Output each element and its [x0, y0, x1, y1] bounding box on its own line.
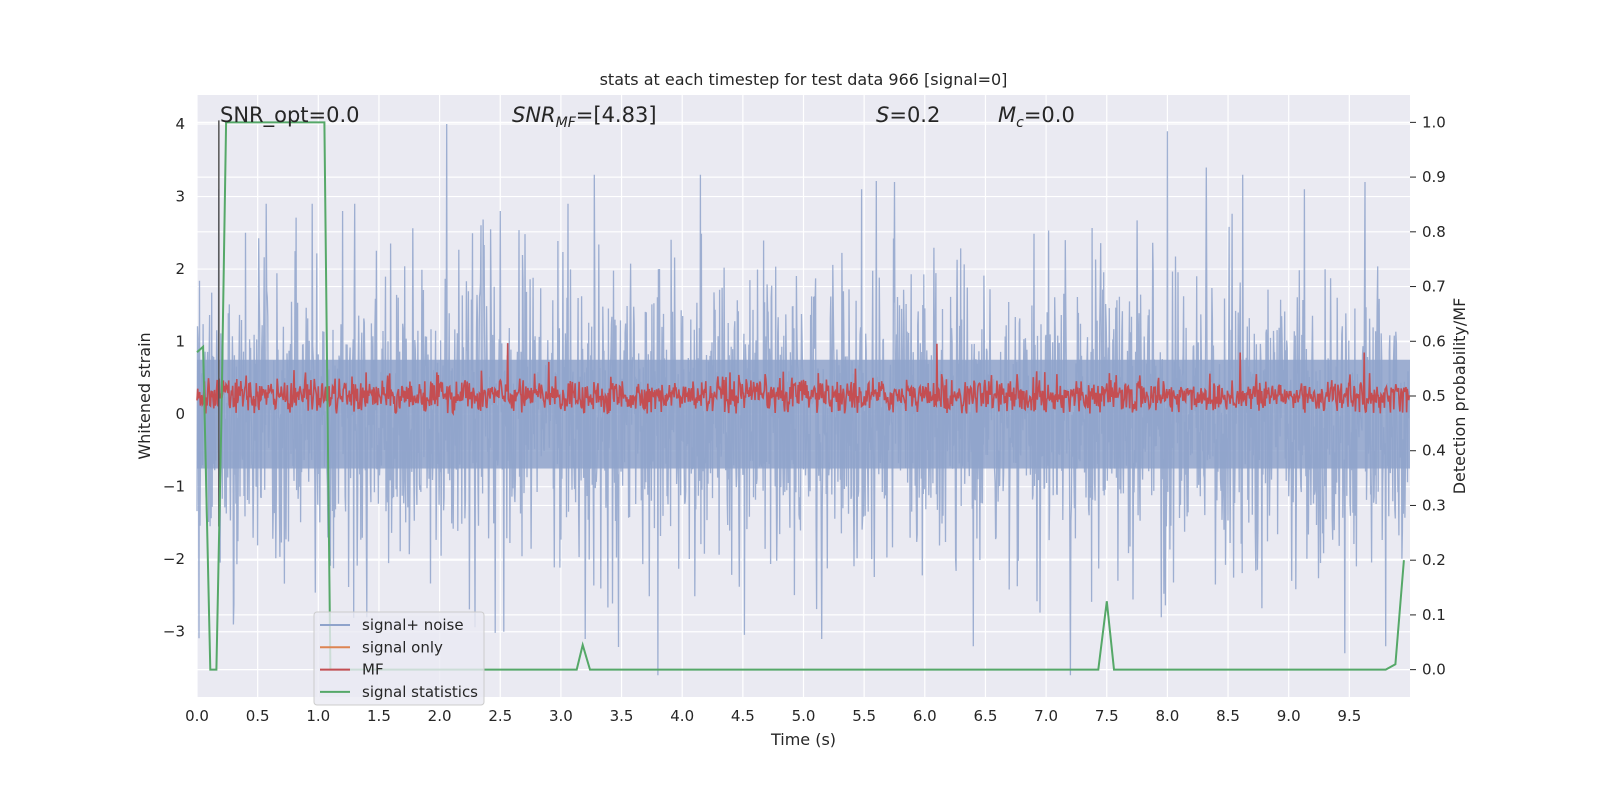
y-axis-right-ticks: 1.0 0.9 0.8 0.7 0.6 0.5 0.4 0.3 0.2 0.1 0.0: [1410, 113, 1446, 679]
y-left-tick-label: −2: [163, 550, 185, 568]
signal-statistics-series: [196, 121, 1405, 671]
y-right-tick-label: 0.0: [1422, 661, 1446, 679]
snr-mf-subscript: MF: [556, 115, 577, 131]
y-left-tick-label: 3: [175, 188, 185, 206]
y-left-tick-label: 1: [175, 333, 185, 351]
x-tick-label: 0.0: [185, 707, 209, 725]
x-tick-label: 1.0: [306, 707, 330, 725]
x-tick-label: 9.0: [1277, 707, 1301, 725]
legend: signal+ noise signal only MF signal statist…: [313, 611, 485, 706]
x-tick-label: 6.0: [913, 707, 937, 725]
signal-noise-series: [196, 123, 1411, 676]
s-value: =0.2: [889, 103, 940, 127]
y-right-tick-label: 0.6: [1422, 332, 1446, 350]
y-right-tick-label: 0.4: [1422, 442, 1446, 460]
s-label: S: [876, 103, 889, 127]
legend-label: signal statistics: [362, 683, 478, 701]
y-left-tick-label: −3: [163, 623, 185, 641]
legend-label: signal+ noise: [362, 616, 464, 634]
y-left-tick-label: 4: [175, 115, 185, 133]
x-tick-label: 9.5: [1337, 707, 1361, 725]
x-tick-label: 5.0: [792, 707, 816, 725]
y-right-tick-label: 1.0: [1422, 113, 1446, 131]
mc-subscript: c: [1016, 115, 1024, 131]
mc-annotation: Mc=0.0: [998, 103, 1075, 131]
snr-mf-label: SNR: [512, 103, 556, 127]
x-tick-label: 7.0: [1034, 707, 1058, 725]
x-tick-label: 2.0: [428, 707, 452, 725]
y-left-tick-label: 0: [175, 405, 185, 423]
legend-label: signal only: [362, 638, 443, 656]
x-tick-label: 1.5: [367, 707, 391, 725]
x-tick-label: 3.5: [610, 707, 634, 725]
mc-label: M: [998, 103, 1016, 127]
signal-noise-dense-band: [197, 359, 1410, 469]
y-right-tick-label: 0.5: [1422, 387, 1446, 405]
legend-label: MF: [362, 661, 384, 679]
y-right-tick-label: 0.7: [1422, 278, 1446, 296]
mf-series: [196, 343, 1411, 416]
mf-line: [196, 343, 1411, 416]
x-tick-label: 4.0: [670, 707, 694, 725]
snr-opt-annotation: SNR_opt=0.0: [220, 103, 360, 128]
signal-statistics-line: [196, 121, 1405, 671]
y-left-tick-label: −1: [163, 478, 185, 496]
x-tick-label: 6.5: [974, 707, 998, 725]
y-right-tick-label: 0.2: [1422, 551, 1446, 569]
y-right-tick-label: 0.1: [1422, 606, 1446, 624]
s-annotation: S=0.2: [876, 103, 940, 127]
snr-mf-annotation: SNRMF=[4.83]: [512, 103, 657, 131]
x-tick-label: 4.5: [731, 707, 755, 725]
x-tick-label: 8.5: [1216, 707, 1240, 725]
mc-value: =0.0: [1024, 103, 1075, 127]
y-axis-right-label: Detection probability/MF: [1450, 298, 1469, 495]
x-tick-label: 7.5: [1095, 707, 1119, 725]
x-tick-label: 5.5: [852, 707, 876, 725]
y-left-tick-label: 2: [175, 260, 185, 278]
x-tick-label: 0.5: [246, 707, 270, 725]
x-axis-label: Time (s): [770, 730, 836, 749]
x-tick-label: 2.5: [488, 707, 512, 725]
x-tick-label: 8.0: [1155, 707, 1179, 725]
y-axis-left-ticks: 4 3 2 1 0 −1 −2 −3: [163, 115, 185, 641]
legend-box: [313, 611, 485, 706]
x-axis-ticks: 0.0 0.5 1.0 1.5 2.0 2.5 3.0 3.5 4.0 4.5 5.0 5.5 6.0 6…: [185, 707, 1361, 725]
y-axis-left-label: Whitened strain: [135, 332, 154, 459]
y-right-tick-label: 0.3: [1422, 496, 1446, 514]
snr-mf-value: =[4.83]: [576, 103, 657, 127]
chart-title: stats at each timestep for test data 966…: [600, 70, 1008, 89]
y-right-tick-label: 0.8: [1422, 223, 1446, 241]
x-tick-label: 3.0: [549, 707, 573, 725]
y-right-tick-label: 0.9: [1422, 168, 1446, 186]
